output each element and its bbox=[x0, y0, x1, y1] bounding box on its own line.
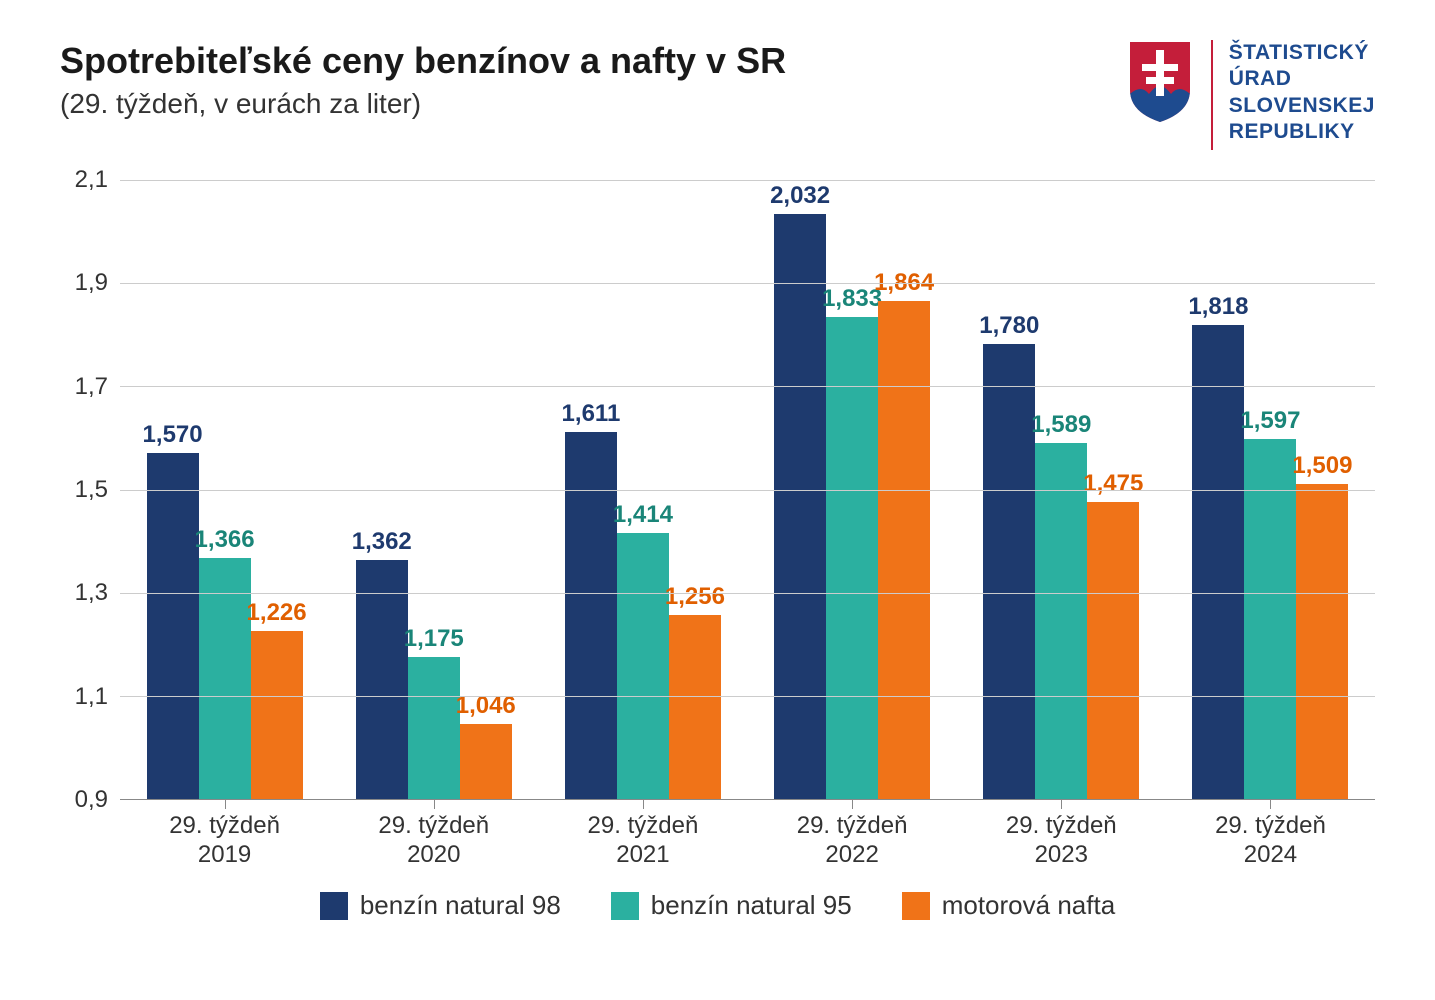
logo: ŠTATISTICKÝ ÚRAD SLOVENSKEJ REPUBLIKY bbox=[1125, 40, 1375, 150]
legend: benzín natural 98 benzín natural 95 motoro… bbox=[60, 890, 1375, 921]
bar: 1,226 bbox=[251, 631, 303, 799]
bar: 1,597 bbox=[1244, 439, 1296, 799]
bar-value-label: 2,032 bbox=[770, 182, 830, 210]
bar: 1,362 bbox=[356, 560, 408, 799]
bar-value-label: 1,611 bbox=[562, 400, 621, 428]
plot-area: 1,5701,3661,2261,3621,1751,0461,6111,414… bbox=[120, 180, 1375, 800]
gridline bbox=[120, 696, 1375, 697]
x-axis-labels: 29. týždeň201929. týždeň202029. týždeň20… bbox=[120, 800, 1375, 860]
x-axis-label: 29. týždeň2020 bbox=[329, 800, 538, 860]
legend-label: benzín natural 98 bbox=[360, 890, 561, 921]
y-tick-label: 1,7 bbox=[75, 373, 108, 401]
y-tick-label: 1,5 bbox=[75, 476, 108, 504]
x-axis-label: 29. týždeň2024 bbox=[1166, 800, 1375, 860]
y-tick-label: 1,9 bbox=[75, 269, 108, 297]
chart: 0,91,11,31,51,71,92,1 1,5701,3661,2261,3… bbox=[60, 180, 1375, 860]
legend-swatch bbox=[611, 892, 639, 920]
gridline bbox=[120, 593, 1375, 594]
chart-title: Spotrebiteľské ceny benzínov a nafty v S… bbox=[60, 40, 1125, 82]
title-block: Spotrebiteľské ceny benzínov a nafty v S… bbox=[60, 40, 1125, 120]
legend-item: motorová nafta bbox=[902, 890, 1115, 921]
bar-value-label: 1,818 bbox=[1188, 293, 1248, 321]
header: Spotrebiteľské ceny benzínov a nafty v S… bbox=[60, 40, 1375, 150]
logo-text-line: ÚRAD bbox=[1229, 66, 1375, 92]
bar-value-label: 1,570 bbox=[143, 421, 203, 449]
shield-icon bbox=[1125, 40, 1195, 124]
y-tick-label: 0,9 bbox=[75, 786, 108, 814]
bar-value-label: 1,362 bbox=[352, 528, 412, 556]
bar-value-label: 1,597 bbox=[1240, 407, 1300, 435]
bar-value-label: 1,414 bbox=[613, 501, 673, 529]
bar-value-label: 1,175 bbox=[404, 625, 464, 653]
legend-swatch bbox=[320, 892, 348, 920]
gridline bbox=[120, 180, 1375, 181]
legend-item: benzín natural 95 bbox=[611, 890, 852, 921]
bar: 1,818 bbox=[1192, 325, 1244, 799]
bar: 1,256 bbox=[669, 615, 721, 799]
bar: 1,864 bbox=[878, 301, 930, 799]
bar: 1,780 bbox=[983, 344, 1035, 799]
chart-subtitle: (29. týždeň, v eurách za liter) bbox=[60, 88, 1125, 120]
logo-text-line: SLOVENSKEJ bbox=[1229, 93, 1375, 119]
gridline bbox=[120, 283, 1375, 284]
bar: 1,366 bbox=[199, 558, 251, 799]
bar-value-label: 1,226 bbox=[247, 599, 307, 627]
bar: 1,414 bbox=[617, 533, 669, 799]
bar: 1,509 bbox=[1296, 484, 1348, 799]
legend-swatch bbox=[902, 892, 930, 920]
y-tick-label: 2,1 bbox=[75, 166, 108, 194]
bar: 1,175 bbox=[408, 657, 460, 799]
y-tick-label: 1,3 bbox=[75, 579, 108, 607]
gridline bbox=[120, 490, 1375, 491]
legend-item: benzín natural 98 bbox=[320, 890, 561, 921]
bar: 1,475 bbox=[1087, 502, 1139, 799]
logo-text-line: REPUBLIKY bbox=[1229, 119, 1375, 145]
legend-label: benzín natural 95 bbox=[651, 890, 852, 921]
bar-value-label: 1,475 bbox=[1083, 470, 1143, 498]
x-axis-label: 29. týždeň2023 bbox=[957, 800, 1166, 860]
bar-value-label: 1,256 bbox=[665, 583, 725, 611]
bar: 1,589 bbox=[1035, 443, 1087, 799]
bar-value-label: 1,589 bbox=[1031, 411, 1091, 439]
bar: 2,032 bbox=[774, 214, 826, 799]
legend-label: motorová nafta bbox=[942, 890, 1115, 921]
bar: 1,570 bbox=[147, 453, 199, 799]
x-axis-label: 29. týždeň2022 bbox=[748, 800, 957, 860]
gridline bbox=[120, 386, 1375, 387]
x-axis-label: 29. týždeň2019 bbox=[120, 800, 329, 860]
bar-value-label: 1,509 bbox=[1292, 452, 1352, 480]
bar: 1,833 bbox=[826, 317, 878, 799]
logo-text: ŠTATISTICKÝ ÚRAD SLOVENSKEJ REPUBLIKY bbox=[1229, 40, 1375, 145]
y-axis: 0,91,11,31,51,71,92,1 bbox=[60, 180, 120, 800]
bar-value-label: 1,780 bbox=[979, 312, 1039, 340]
logo-text-line: ŠTATISTICKÝ bbox=[1229, 40, 1375, 66]
logo-divider bbox=[1211, 40, 1213, 150]
bar-value-label: 1,366 bbox=[195, 526, 255, 554]
y-tick-label: 1,1 bbox=[75, 683, 108, 711]
x-axis-label: 29. týždeň2021 bbox=[538, 800, 747, 860]
bar: 1,611 bbox=[565, 432, 617, 799]
bar: 1,046 bbox=[460, 724, 512, 799]
